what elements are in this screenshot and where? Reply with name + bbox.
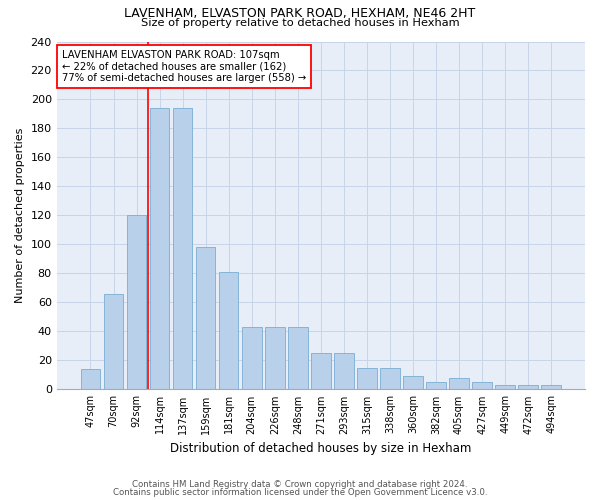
X-axis label: Distribution of detached houses by size in Hexham: Distribution of detached houses by size … — [170, 442, 472, 455]
Bar — [357, 368, 377, 390]
Bar — [334, 353, 353, 390]
Bar — [426, 382, 446, 390]
Bar — [196, 248, 215, 390]
Bar — [80, 369, 100, 390]
Text: LAVENHAM ELVASTON PARK ROAD: 107sqm
← 22% of detached houses are smaller (162)
7: LAVENHAM ELVASTON PARK ROAD: 107sqm ← 22… — [62, 50, 306, 84]
Bar — [104, 294, 123, 390]
Text: LAVENHAM, ELVASTON PARK ROAD, HEXHAM, NE46 2HT: LAVENHAM, ELVASTON PARK ROAD, HEXHAM, NE… — [124, 8, 476, 20]
Y-axis label: Number of detached properties: Number of detached properties — [15, 128, 25, 303]
Bar — [219, 272, 238, 390]
Bar — [449, 378, 469, 390]
Bar — [173, 108, 193, 390]
Text: Contains public sector information licensed under the Open Government Licence v3: Contains public sector information licen… — [113, 488, 487, 497]
Bar — [403, 376, 423, 390]
Bar — [311, 353, 331, 390]
Bar — [380, 368, 400, 390]
Bar — [541, 385, 561, 390]
Bar — [472, 382, 492, 390]
Bar — [518, 385, 538, 390]
Bar — [127, 216, 146, 390]
Bar — [288, 327, 308, 390]
Bar — [242, 327, 262, 390]
Text: Contains HM Land Registry data © Crown copyright and database right 2024.: Contains HM Land Registry data © Crown c… — [132, 480, 468, 489]
Bar — [150, 108, 169, 390]
Bar — [496, 385, 515, 390]
Text: Size of property relative to detached houses in Hexham: Size of property relative to detached ho… — [140, 18, 460, 28]
Bar — [265, 327, 284, 390]
